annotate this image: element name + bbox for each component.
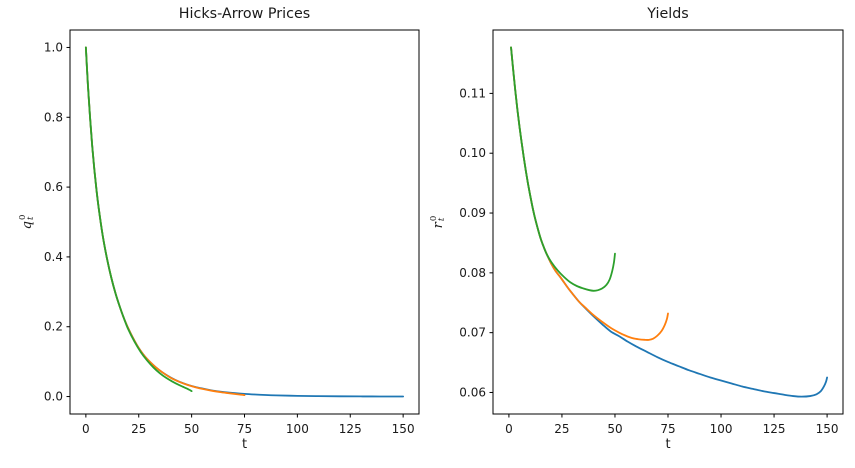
left-plot-title: Hicks-Arrow Prices [178,6,311,22]
right-xaxis-label: t [665,437,671,452]
curve-orange [84,46,246,397]
y-tick-label: 0.08 [459,266,486,280]
y-tick-label: 0.09 [459,206,486,220]
axes-spines [69,29,420,415]
x-tick-label: 25 [131,422,146,436]
curve-green [84,46,193,392]
y-tick-label: 0.06 [459,385,486,399]
curve-green [510,46,616,292]
curve-blue [84,46,405,398]
x-tick-label: 100 [286,422,309,436]
x-tick-label: 50 [607,422,622,436]
y-tick-label: 0.10 [459,146,486,160]
subplot-0: 0 25 50 75 100 125 150 0.0 0.2 0.4 0.6 0.8 1.0 [44,29,420,436]
y-tick-label: 1.0 [44,40,63,54]
x-tick-label: 125 [339,422,362,436]
x-tick-label: 50 [184,422,199,436]
y-tick-label: 0.2 [44,320,63,334]
x-tick-label: 25 [554,422,569,436]
x-tick-label: 75 [660,422,675,436]
y-tick-label: 0.11 [459,86,486,100]
y-tick-label: 0.6 [44,180,63,194]
ylabel-variable: r [430,222,446,229]
x-tick-label: 150 [392,422,415,436]
y-tick-label: 0.07 [459,326,486,340]
y-tick-label: 0.0 [44,390,63,404]
x-tick-label: 0 [505,422,513,436]
ylabel-subscript: t [26,216,36,221]
y-tick-label: 0.4 [44,250,63,264]
ylabel-variable: q [19,221,35,230]
left-xaxis-label: t [241,437,248,452]
ylabel-subscript: t [437,217,447,222]
curve-orange [510,46,669,341]
subplot-1: 0 25 50 75 100 125 150 0.06 0.07 0.08 0.09 0.10 0.11 [459,29,844,436]
y-tick-label: 0.8 [44,110,63,124]
x-tick-label: 75 [237,422,252,436]
x-tick-label: 125 [763,422,786,436]
x-tick-label: 150 [816,422,839,436]
curve-blue [510,46,828,398]
x-tick-label: 100 [710,422,733,436]
right-plot-title: Yields [647,6,689,22]
x-tick-label: 0 [82,422,90,436]
axes-spines [492,29,844,415]
